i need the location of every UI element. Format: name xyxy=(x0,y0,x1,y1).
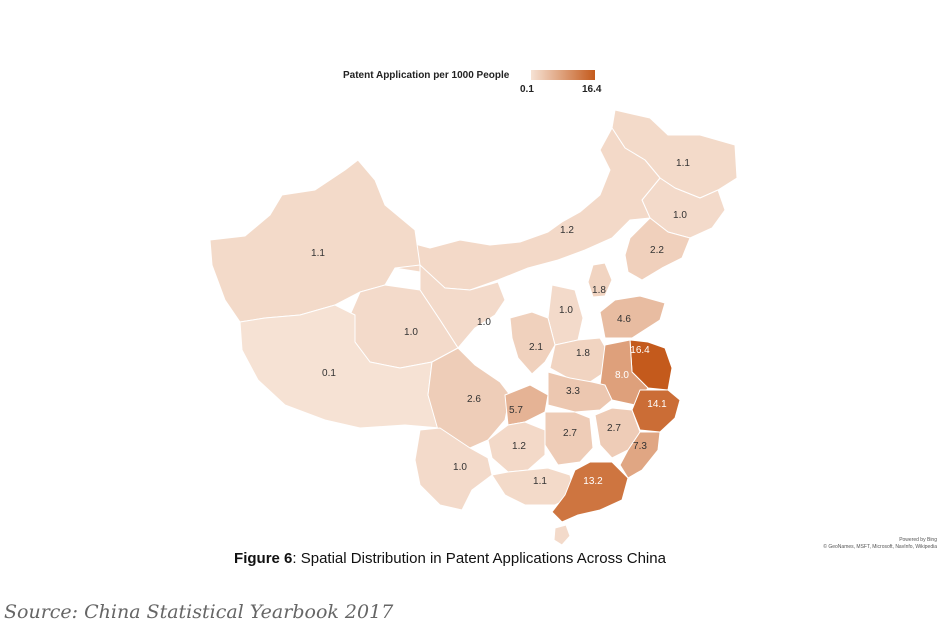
region-value-label: 1.0 xyxy=(477,317,491,328)
region-value-label: 5.7 xyxy=(509,405,523,416)
legend-min-label: 0.1 xyxy=(520,84,534,95)
region-value-label: 7.3 xyxy=(633,441,647,452)
region-hainan xyxy=(553,524,571,546)
region-value-label: 1.2 xyxy=(512,441,526,452)
region-value-label: 16.4 xyxy=(630,345,650,356)
region-value-label: 1.1 xyxy=(533,476,547,487)
region-hunan xyxy=(544,411,594,466)
region-value-label: 1.0 xyxy=(673,210,687,221)
region-liaoning xyxy=(624,217,691,281)
region-value-label: 1.2 xyxy=(560,225,574,236)
region-value-label: 1.8 xyxy=(576,348,590,359)
legend-gradient-bar xyxy=(531,70,595,80)
region-value-label: 8.0 xyxy=(615,370,629,381)
source-note: Source: China Statistical Yearbook 2017 xyxy=(4,601,394,623)
region-zhejiang xyxy=(631,389,681,433)
region-sichuan xyxy=(427,347,511,453)
region-beijing-tianjin xyxy=(587,262,613,298)
region-value-label: 13.2 xyxy=(583,476,603,487)
region-value-label: 1.0 xyxy=(453,462,467,473)
region-value-label: 2.7 xyxy=(607,423,621,434)
region-yunnan xyxy=(414,427,493,511)
region-guizhou xyxy=(487,421,546,473)
region-value-label: 2.1 xyxy=(529,342,543,353)
figure-caption: Figure 6: Spatial Distribution in Patent… xyxy=(0,550,900,567)
region-value-label: 1.0 xyxy=(559,305,573,316)
caption-text: : Spatial Distribution in Patent Applica… xyxy=(292,550,666,567)
region-value-label: 1.8 xyxy=(592,285,606,296)
region-inner-mongolia xyxy=(384,127,661,291)
region-shandong xyxy=(599,295,666,339)
region-value-label: 4.6 xyxy=(617,314,631,325)
region-value-label: 3.3 xyxy=(566,386,580,397)
region-value-label: 2.2 xyxy=(650,245,664,256)
region-value-label: 14.1 xyxy=(647,399,667,410)
region-value-label: 1.1 xyxy=(676,158,690,169)
region-value-label: 1.0 xyxy=(404,327,418,338)
caption-label: Figure 6 xyxy=(234,550,293,567)
region-guangdong xyxy=(551,461,629,523)
legend-max-label: 16.4 xyxy=(582,84,602,95)
labels-layer: 1.1 1.0 1.2 2.2 1.8 4.6 1.1 1.0 1.0 1.0 0.1 2.1 1.8 1… xyxy=(311,158,690,487)
map-attribution: Powered by Bing © GeoNames, MSFT, Micros… xyxy=(823,537,937,551)
region-value-label: 1.1 xyxy=(311,248,325,259)
region-hubei xyxy=(547,371,613,413)
attribution-line-1: Powered by Bing xyxy=(899,537,937,543)
attribution-line-2: © GeoNames, MSFT, Microsoft, NavInfo, Wi… xyxy=(823,544,937,550)
region-value-label: 0.1 xyxy=(322,368,336,379)
regions-layer xyxy=(209,109,738,546)
region-shaanxi xyxy=(509,311,556,375)
region-value-label: 2.6 xyxy=(467,394,481,405)
legend-title: Patent Application per 1000 People xyxy=(343,70,510,81)
region-fujian xyxy=(619,431,661,479)
region-value-label: 2.7 xyxy=(563,428,577,439)
